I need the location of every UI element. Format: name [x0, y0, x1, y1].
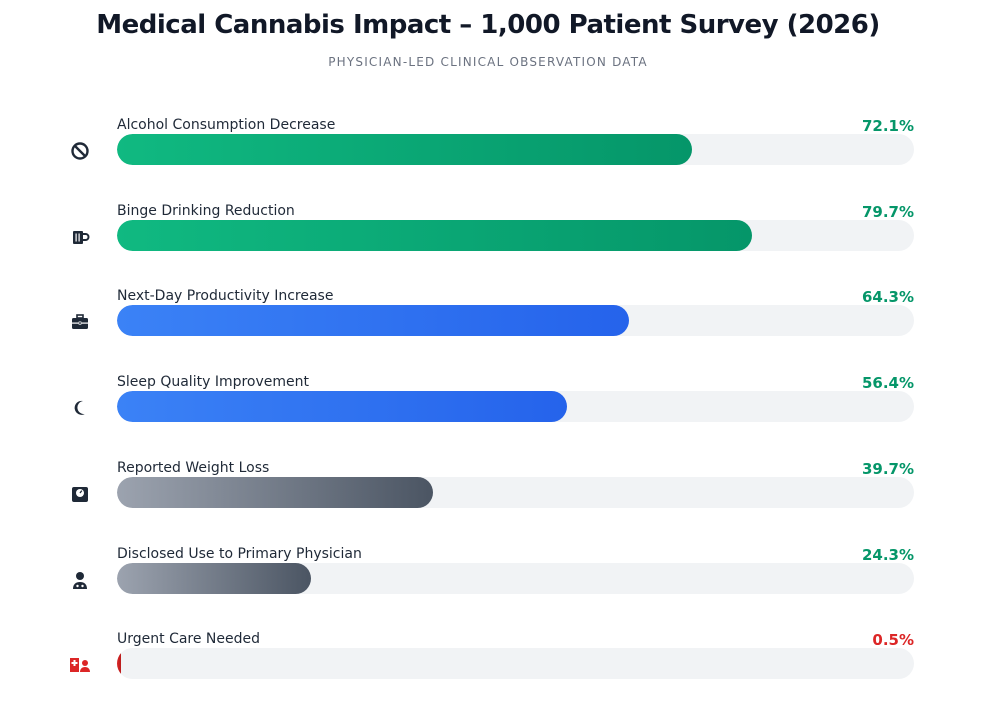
- bar-row: Reported Weight Loss 39.7%: [0, 460, 992, 540]
- bar-fill: [117, 305, 630, 337]
- chart-title: Medical Cannabis Impact – 1,000 Patient …: [96, 10, 880, 40]
- bar-label: Reported Weight Loss: [117, 459, 270, 476]
- bar-label: Binge Drinking Reduction: [117, 202, 295, 219]
- no-sign-icon: [66, 137, 94, 165]
- bar-fill: [117, 219, 753, 251]
- bar-track: [117, 648, 914, 680]
- bar-track: [117, 391, 914, 423]
- hospital-user-icon: [66, 651, 94, 679]
- bar-label: Next-Day Productivity Increase: [117, 288, 334, 305]
- bar-row: Alcohol Consumption Decrease 72.1%: [0, 117, 992, 197]
- doctor-icon: [66, 566, 94, 594]
- bar-value-label: 39.7%: [861, 459, 914, 478]
- bar-label: Alcohol Consumption Decrease: [117, 117, 336, 133]
- bar-track: [117, 134, 914, 165]
- bar-track: [117, 219, 914, 251]
- bar-label: Sleep Quality Improvement: [117, 374, 309, 391]
- bar-row: Sleep Quality Improvement 56.4%: [0, 374, 992, 454]
- bar-fill: [117, 134, 692, 165]
- bar-track: [117, 476, 914, 508]
- bar-fill: [117, 391, 567, 423]
- bar-value-label: 79.7%: [861, 202, 914, 221]
- bar-fill: [117, 476, 434, 508]
- bar-fill: [117, 562, 311, 594]
- bar-track: [117, 562, 914, 594]
- bar-label: Urgent Care Needed: [117, 631, 261, 648]
- bar-value-label: 0.5%: [872, 631, 914, 650]
- bar-track: [117, 305, 914, 337]
- bar-value-label: 56.4%: [861, 374, 914, 393]
- bar-fill: [117, 648, 121, 680]
- bar-row: Next-Day Productivity Increase 64.3%: [0, 288, 992, 368]
- bar-label: Disclosed Use to Primary Physician: [117, 545, 362, 562]
- briefcase-icon: [66, 308, 94, 336]
- beer-mug-icon: [66, 223, 94, 251]
- bar-value-label: 64.3%: [861, 288, 914, 307]
- bar-value-label: 72.1%: [861, 117, 914, 135]
- bar-value-label: 24.3%: [861, 545, 914, 564]
- chart-subtitle: PHYSICIAN-LED CLINICAL OBSERVATION DATA: [328, 55, 648, 69]
- bar-row: Urgent Care Needed 0.5%: [0, 631, 992, 711]
- moon-icon: [66, 394, 94, 422]
- weight-scale-icon: [66, 480, 94, 508]
- bar-row: Disclosed Use to Primary Physician 24.3%: [0, 546, 992, 626]
- bar-row: Binge Drinking Reduction 79.7%: [0, 203, 992, 283]
